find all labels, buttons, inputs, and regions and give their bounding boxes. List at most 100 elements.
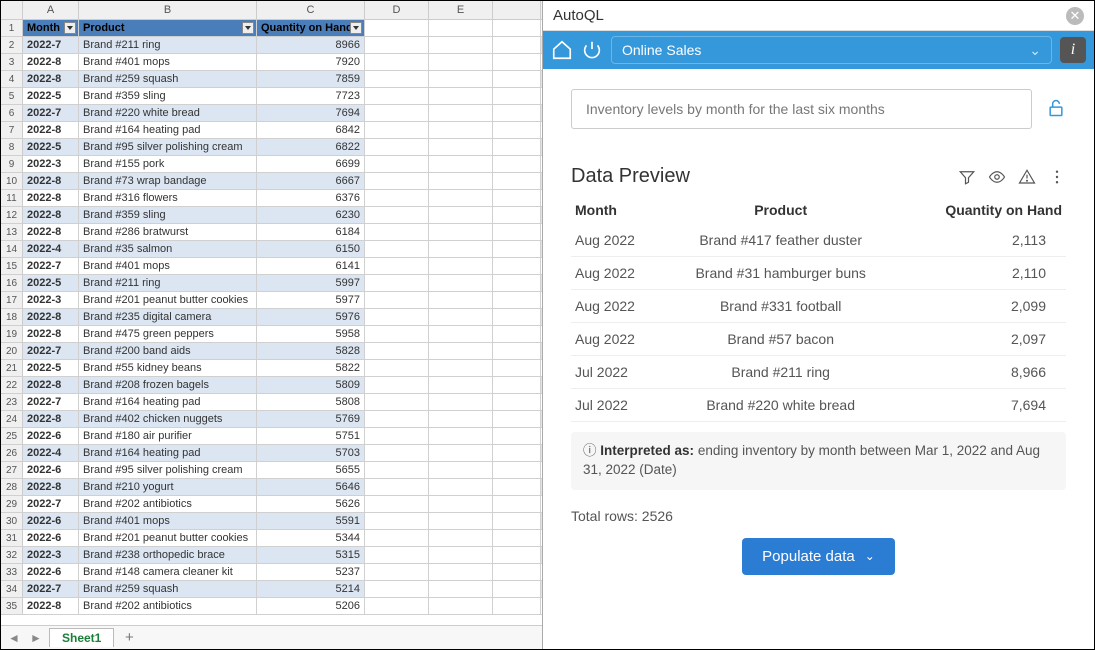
cell-month[interactable]: 2022-6: [23, 462, 79, 478]
row-number[interactable]: 12: [1, 207, 23, 223]
empty-cell[interactable]: [365, 20, 429, 36]
empty-cell[interactable]: [429, 411, 493, 427]
cell-month[interactable]: 2022-3: [23, 547, 79, 563]
empty-cell[interactable]: [429, 513, 493, 529]
cell-qty[interactable]: 5206: [257, 598, 365, 614]
empty-cell[interactable]: [365, 173, 429, 189]
home-icon[interactable]: [551, 39, 573, 61]
empty-cell[interactable]: [493, 190, 541, 206]
row-number[interactable]: 23: [1, 394, 23, 410]
cell-product[interactable]: Brand #316 flowers: [79, 190, 257, 206]
empty-cell[interactable]: [493, 411, 541, 427]
lock-icon[interactable]: [1046, 98, 1066, 121]
row-number[interactable]: 8: [1, 139, 23, 155]
cell-product[interactable]: Brand #95 silver polishing cream: [79, 139, 257, 155]
empty-cell[interactable]: [365, 326, 429, 342]
empty-cell[interactable]: [365, 122, 429, 138]
empty-cell[interactable]: [365, 496, 429, 512]
empty-cell[interactable]: [429, 377, 493, 393]
empty-cell[interactable]: [429, 88, 493, 104]
query-input[interactable]: Inventory levels by month for the last s…: [571, 89, 1032, 129]
row-number[interactable]: 2: [1, 37, 23, 53]
empty-cell[interactable]: [365, 275, 429, 291]
empty-cell[interactable]: [493, 326, 541, 342]
row-number[interactable]: 24: [1, 411, 23, 427]
empty-cell[interactable]: [493, 105, 541, 121]
cell-month[interactable]: 2022-5: [23, 360, 79, 376]
empty-cell[interactable]: [493, 173, 541, 189]
cell-product[interactable]: Brand #238 orthopedic brace: [79, 547, 257, 563]
empty-cell[interactable]: [493, 292, 541, 308]
row-number[interactable]: 11: [1, 190, 23, 206]
empty-cell[interactable]: [365, 530, 429, 546]
row-number[interactable]: 15: [1, 258, 23, 274]
empty-cell[interactable]: [429, 275, 493, 291]
empty-cell[interactable]: [429, 343, 493, 359]
row-number[interactable]: 14: [1, 241, 23, 257]
empty-cell[interactable]: [493, 139, 541, 155]
row-number[interactable]: 17: [1, 292, 23, 308]
empty-cell[interactable]: [493, 224, 541, 240]
empty-cell[interactable]: [493, 428, 541, 444]
cell-product[interactable]: Brand #259 squash: [79, 71, 257, 87]
empty-cell[interactable]: [365, 445, 429, 461]
empty-cell[interactable]: [365, 428, 429, 444]
cell-product[interactable]: Brand #164 heating pad: [79, 394, 257, 410]
empty-cell[interactable]: [429, 309, 493, 325]
preview-row[interactable]: Jul 2022Brand #220 white bread7,694: [571, 389, 1066, 422]
empty-cell[interactable]: [493, 479, 541, 495]
empty-cell[interactable]: [493, 258, 541, 274]
more-icon[interactable]: [1048, 168, 1066, 186]
cell-qty[interactable]: 6141: [257, 258, 365, 274]
dataset-select[interactable]: Online Sales ⌄: [611, 36, 1052, 64]
empty-cell[interactable]: [493, 377, 541, 393]
cell-qty[interactable]: 5769: [257, 411, 365, 427]
column-letter[interactable]: C: [257, 1, 365, 19]
empty-cell[interactable]: [493, 309, 541, 325]
empty-cell[interactable]: [493, 445, 541, 461]
column-letter[interactable]: [493, 1, 541, 19]
row-number[interactable]: 6: [1, 105, 23, 121]
filter-dropdown-icon[interactable]: [242, 22, 254, 34]
empty-cell[interactable]: [365, 224, 429, 240]
cell-month[interactable]: 2022-4: [23, 445, 79, 461]
cell-product[interactable]: Brand #164 heating pad: [79, 122, 257, 138]
cell-qty[interactable]: 6822: [257, 139, 365, 155]
cell-qty[interactable]: 6184: [257, 224, 365, 240]
empty-cell[interactable]: [429, 224, 493, 240]
empty-cell[interactable]: [429, 105, 493, 121]
cell-product[interactable]: Brand #210 yogurt: [79, 479, 257, 495]
row-number[interactable]: 3: [1, 54, 23, 70]
cell-qty[interactable]: 5315: [257, 547, 365, 563]
cell-month[interactable]: 2022-3: [23, 292, 79, 308]
cell-month[interactable]: 2022-7: [23, 258, 79, 274]
cell-month[interactable]: 2022-8: [23, 377, 79, 393]
cell-product[interactable]: Brand #401 mops: [79, 513, 257, 529]
empty-cell[interactable]: [429, 173, 493, 189]
empty-cell[interactable]: [365, 547, 429, 563]
cell-product[interactable]: Brand #402 chicken nuggets: [79, 411, 257, 427]
cell-qty[interactable]: 5958: [257, 326, 365, 342]
row-number[interactable]: 20: [1, 343, 23, 359]
info-icon[interactable]: i: [1060, 37, 1086, 63]
row-number[interactable]: 25: [1, 428, 23, 444]
empty-cell[interactable]: [429, 71, 493, 87]
next-sheet-arrow[interactable]: ►: [27, 629, 45, 647]
cell-product[interactable]: Brand #155 pork: [79, 156, 257, 172]
cell-month[interactable]: 2022-8: [23, 207, 79, 223]
preview-col-header[interactable]: Product: [662, 196, 900, 224]
cell-qty[interactable]: 6842: [257, 122, 365, 138]
empty-cell[interactable]: [493, 122, 541, 138]
cell-month[interactable]: 2022-7: [23, 394, 79, 410]
cell-qty[interactable]: 5655: [257, 462, 365, 478]
cell-month[interactable]: 2022-6: [23, 564, 79, 580]
cell-qty[interactable]: 5822: [257, 360, 365, 376]
cell-month[interactable]: 2022-3: [23, 156, 79, 172]
empty-cell[interactable]: [365, 581, 429, 597]
cell-product[interactable]: Brand #202 antibiotics: [79, 598, 257, 614]
cell-month[interactable]: 2022-8: [23, 190, 79, 206]
cell-qty[interactable]: 5591: [257, 513, 365, 529]
cell-product[interactable]: Brand #401 mops: [79, 258, 257, 274]
cell-month[interactable]: 2022-8: [23, 309, 79, 325]
empty-cell[interactable]: [493, 496, 541, 512]
